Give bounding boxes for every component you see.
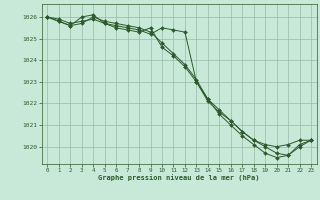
X-axis label: Graphe pression niveau de la mer (hPa): Graphe pression niveau de la mer (hPa): [99, 175, 260, 181]
